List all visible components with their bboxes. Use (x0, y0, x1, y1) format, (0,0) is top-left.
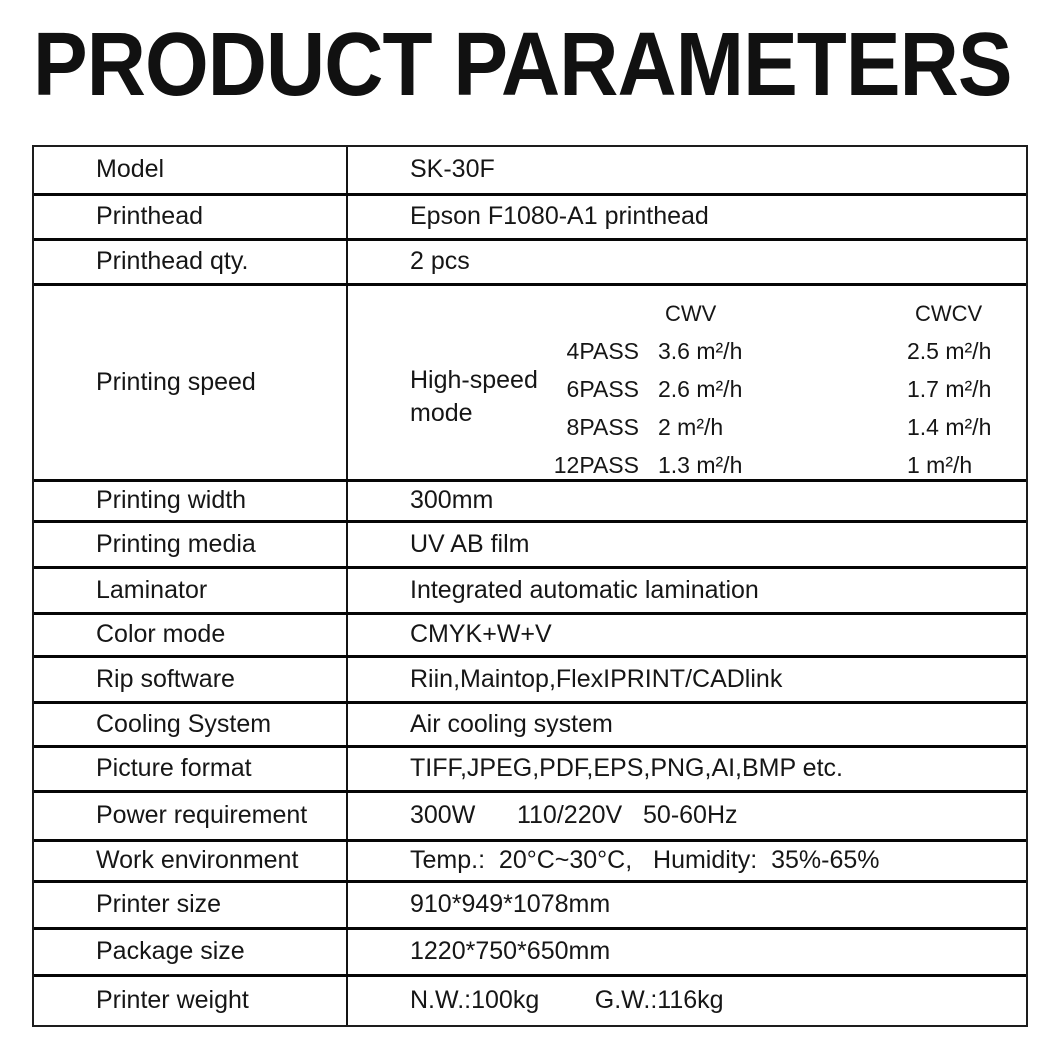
speed-row-8pass: 8PASS 2 m²/h 1.4 m²/h (348, 409, 1026, 447)
pass-label: 8PASS (566, 414, 639, 441)
speed-mode-label: High-speed mode (410, 366, 538, 427)
table-row-cooling-system: Cooling System Air cooling system (34, 704, 1026, 748)
speed-col-cwv: CWV (665, 300, 717, 326)
speed-row-6pass: 6PASS 2.6 m²/h 1.7 m²/h (348, 371, 1026, 409)
speed-row-12pass: 12PASS 1.3 m²/h 1 m²/h (348, 447, 1026, 479)
table-row-printhead-qty: Printhead qty. 2 pcs (34, 241, 1026, 286)
cwcv-value: 2.5 m²/h (907, 338, 992, 365)
pass-label: 4PASS (566, 338, 639, 365)
row-value: N.W.:100kg G.W.:116kg (346, 977, 1026, 1025)
row-label: Printhead qty. (96, 247, 249, 276)
row-value: TIFF,JPEG,PDF,EPS,PNG,AI,BMP etc. (346, 748, 1026, 790)
cwv-value: 2.6 m²/h (658, 376, 743, 403)
row-label: Package size (96, 937, 245, 966)
cwv-value: 2 m²/h (658, 414, 724, 441)
printing-speed-cell: High-speed mode CWV CWCV 4PASS 3.6 m²/h … (346, 286, 1026, 479)
table-row-printhead: Printhead Epson F1080-A1 printhead (34, 196, 1026, 241)
row-value: 2 pcs (346, 241, 1026, 283)
row-label: Printer weight (96, 986, 249, 1015)
row-label: Printing media (96, 529, 256, 558)
row-value: 910*949*1078mm (346, 883, 1026, 927)
table-row-printer-size: Printer size 910*949*1078mm (34, 883, 1026, 930)
row-label: Printer size (96, 890, 222, 919)
table-row-laminator: Laminator Integrated automatic laminatio… (34, 569, 1026, 615)
table-row-printing-media: Printing media UV AB film (34, 523, 1026, 569)
table-row-printing-speed: Printing speed High-speed mode CWV CWCV … (34, 286, 1026, 482)
row-value: Epson F1080-A1 printhead (346, 196, 1026, 238)
table-row-color-mode: Color mode CMYK+W+V (34, 615, 1026, 658)
row-label: Model (96, 155, 165, 184)
row-value: Riin,Maintop,FlexIPRINT/CADlink (346, 658, 1026, 701)
cwcv-value: 1.4 m²/h (907, 414, 992, 441)
row-label: Laminator (96, 575, 208, 604)
row-value: UV AB film (346, 523, 1026, 566)
row-value: CMYK+W+V (346, 615, 1026, 655)
table-row-package-size: Package size 1220*750*650mm (34, 930, 1026, 977)
row-value: 1220*750*650mm (346, 930, 1026, 974)
page-title: PRODUCT PARAMETERS (33, 15, 1012, 115)
table-row-power-requirement: Power requirement 300W 110/220V 50-60Hz (34, 793, 1026, 842)
table-row-work-environment: Work environment Temp.: 20°C~30°C, Humid… (34, 842, 1026, 883)
speed-grid: CWV CWCV 4PASS 3.6 m²/h 2.5 m²/h 6PASS 2… (348, 295, 1026, 479)
speed-row-4pass: 4PASS 3.6 m²/h 2.5 m²/h (348, 333, 1026, 371)
row-label: Printing width (96, 486, 247, 515)
cwv-value: 3.6 m²/h (658, 338, 743, 365)
row-label: Color mode (96, 620, 226, 649)
table-row-rip-software: Rip software Riin,Maintop,FlexIPRINT/CAD… (34, 658, 1026, 704)
pass-label: 12PASS (553, 452, 639, 479)
row-label: Power requirement (96, 801, 308, 830)
row-label: Rip software (96, 664, 235, 693)
row-label: Cooling System (96, 709, 272, 738)
table-row-model: Model SK-30F (34, 147, 1026, 196)
row-label: Work environment (96, 846, 299, 875)
cwcv-value: 1 m²/h (907, 452, 973, 479)
row-value: Temp.: 20°C~30°C, Humidity: 35%-65% (346, 842, 1026, 880)
row-value: 300W 110/220V 50-60Hz (346, 793, 1026, 839)
row-value: Air cooling system (346, 704, 1026, 745)
row-value: SK-30F (346, 147, 1026, 193)
speed-col-cwcv: CWCV (915, 300, 983, 326)
spec-table: Model SK-30F Printhead Epson F1080-A1 pr… (32, 145, 1028, 1027)
speed-header-row: CWV CWCV (348, 295, 1026, 333)
cwcv-value: 1.7 m²/h (907, 376, 992, 403)
table-row-picture-format: Picture format TIFF,JPEG,PDF,EPS,PNG,AI,… (34, 748, 1026, 793)
pass-label: 6PASS (566, 376, 639, 403)
row-label: Printing speed (96, 367, 256, 396)
table-row-printer-weight: Printer weight N.W.:100kg G.W.:116kg (34, 977, 1026, 1025)
table-row-printing-width: Printing width 300mm (34, 482, 1026, 523)
row-label: Picture format (96, 754, 252, 783)
row-value: Integrated automatic lamination (346, 569, 1026, 612)
row-value: 300mm (346, 482, 1026, 520)
row-label: Printhead (96, 202, 204, 231)
cwv-value: 1.3 m²/h (658, 452, 743, 479)
